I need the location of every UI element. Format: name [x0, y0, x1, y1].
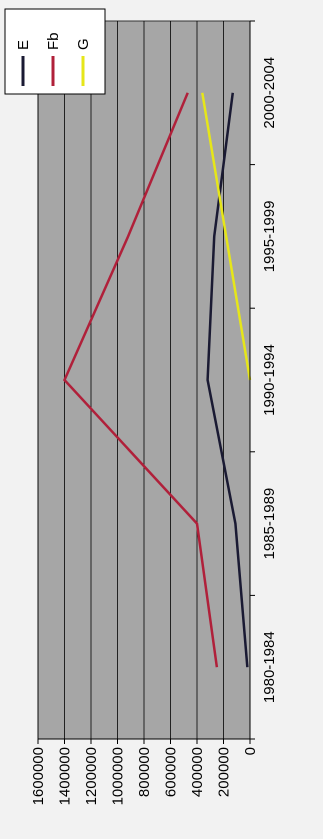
y-tick-label: 600000 [163, 747, 180, 797]
legend-label-fb: Fb [45, 32, 62, 50]
x-tick-label: 1985-1989 [261, 488, 278, 560]
y-tick-label: 200000 [216, 747, 233, 797]
series-line-g [201, 92, 252, 381]
y-tick-label: 0 [242, 747, 259, 755]
series-line-e [206, 92, 249, 668]
x-tick-label: 1980-1984 [261, 631, 278, 703]
y-tick-label: 800000 [136, 747, 153, 797]
legend-box [4, 8, 106, 95]
series-line-fb [63, 92, 219, 668]
y-tick-label: 1400000 [57, 747, 74, 805]
legend: E Fb G [4, 8, 106, 95]
y-tick-label: 1200000 [83, 747, 100, 805]
y-tick-label: 1600000 [30, 747, 47, 805]
y-tick-label: 1000000 [110, 747, 127, 805]
x-tick-label: 1990-1994 [261, 344, 278, 416]
series-lines [63, 92, 252, 668]
axes: 0 200000 400000 600000 800000 1000000 1200000 1… [30, 20, 278, 805]
y-tick-label: 400000 [189, 747, 206, 797]
x-tick-label: 1995-1999 [261, 201, 278, 273]
legend-label-e: E [15, 40, 32, 50]
legend-label-g: G [75, 38, 92, 50]
x-tick-label: 2000-2004 [261, 57, 278, 129]
